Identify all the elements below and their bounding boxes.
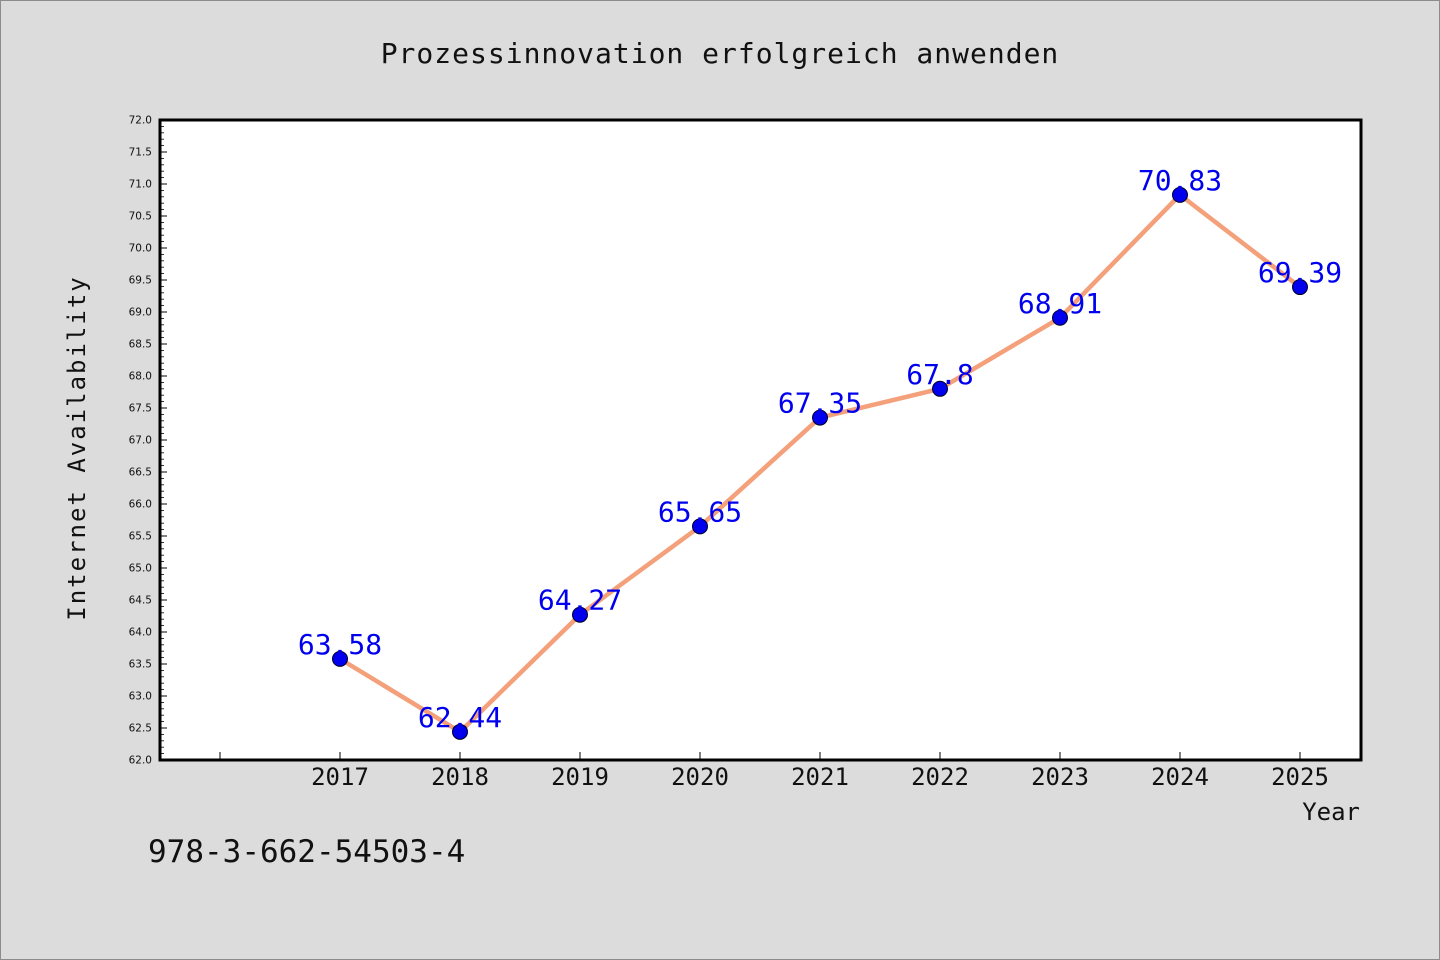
data-label: 69.39 (1258, 256, 1342, 289)
data-point (932, 380, 948, 397)
y-tick-label: 71.0 (129, 179, 152, 191)
y-tick-label: 66.5 (129, 467, 152, 479)
y-tick-label: 68.5 (129, 339, 152, 351)
y-tick-label: 62.0 (129, 755, 152, 767)
data-label: 65.65 (658, 495, 742, 528)
isbn-label: 978-3-662-54503-4 (148, 834, 466, 870)
y-tick-label: 63.5 (129, 659, 152, 671)
data-point (1292, 279, 1308, 296)
x-tick-label: 2017 (311, 763, 369, 791)
x-tick-label: 2019 (551, 763, 609, 791)
data-label: 62.44 (418, 701, 502, 734)
x-tick-label: 2025 (1271, 763, 1329, 791)
y-tick-label: 65.5 (129, 531, 152, 543)
data-point (572, 606, 588, 623)
chart-title: Prozessinnovation erfolgreich anwenden (381, 37, 1060, 70)
x-tick-label: 2022 (911, 763, 969, 791)
y-tick-label: 70.5 (129, 211, 152, 223)
y-tick-label: 67.5 (129, 403, 152, 415)
series-layer: 63.58 62.44 64.27 65.65 67.35 67.8 68.91 70.83 6… (298, 164, 1342, 740)
x-tick-label: 2020 (671, 763, 729, 791)
y-tick-label: 69.5 (129, 275, 152, 287)
data-point (692, 518, 708, 535)
data-label: 64.27 (538, 584, 622, 617)
y-tick-label: 64.0 (129, 627, 152, 639)
x-axis-label: Year (1302, 798, 1360, 826)
data-point (1172, 186, 1188, 203)
x-tick-label: 2018 (431, 763, 489, 791)
x-axis-ticks: 2017 2018 2019 2020 2021 2022 2023 2024 2025 (219, 752, 1329, 791)
data-label: 63.58 (298, 628, 382, 661)
plot-area (160, 120, 1361, 760)
y-tick-label: 62.5 (129, 723, 152, 735)
x-tick-label: 2023 (1031, 763, 1089, 791)
y-axis-label: Internet Availability (63, 275, 91, 620)
x-tick-label: 2021 (791, 763, 849, 791)
data-point (452, 723, 468, 740)
y-tick-label: 66.0 (129, 499, 152, 511)
y-tick-label: 64.5 (129, 595, 152, 607)
data-point (812, 409, 828, 426)
y-axis-ticks: 62.0 62.5 63.0 63.5 64.0 64.5 65.0 65.5 66.0 66.5… (129, 115, 167, 767)
data-point (1052, 309, 1068, 326)
y-tick-label: 68.0 (129, 371, 152, 383)
data-point (332, 650, 348, 667)
x-tick-label: 2024 (1151, 763, 1209, 791)
y-tick-label: 67.0 (129, 435, 152, 447)
y-tick-label: 70.0 (129, 243, 152, 255)
y-tick-label: 63.0 (129, 691, 152, 703)
plot-border (158, 118, 1363, 762)
y-tick-label: 72.0 (129, 115, 152, 127)
y-tick-label: 69.0 (129, 307, 152, 319)
data-label: 67.35 (778, 387, 862, 420)
y-tick-label: 65.0 (129, 563, 152, 575)
data-label: 70.83 (1138, 164, 1222, 197)
data-label: 68.91 (1018, 287, 1102, 320)
data-label: 67.8 (906, 358, 973, 391)
y-tick-label: 71.5 (129, 147, 152, 159)
